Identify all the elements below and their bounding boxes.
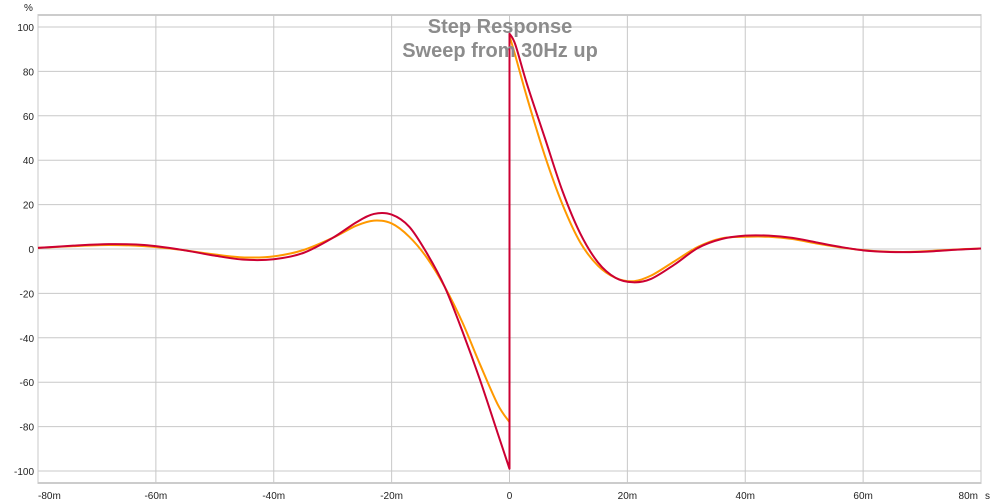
x-tick-label: 20m — [618, 491, 637, 502]
y-unit-label: % — [24, 3, 33, 14]
series-line-2 — [37, 32, 982, 470]
x-tick-label: -80m — [38, 491, 61, 502]
x-tick-label: -40m — [262, 491, 285, 502]
x-axis-ticks: -80m -60m -40m -20m 0 20m 40m 60m 80m — [38, 491, 978, 502]
x-unit-label: s — [985, 491, 990, 502]
x-tick-label: -60m — [144, 491, 167, 502]
y-tick-label: 0 — [28, 245, 34, 256]
y-tick-label: -40 — [20, 334, 35, 345]
chart-title: Step Response — [428, 16, 572, 38]
y-tick-label: -80 — [20, 423, 35, 434]
x-tick-label: 0 — [507, 491, 513, 502]
series-group — [37, 32, 982, 470]
x-tick-label: 80m — [959, 491, 978, 502]
chart-subtitle: Sweep from 30Hz up — [402, 40, 598, 62]
y-tick-label: 40 — [23, 156, 35, 167]
y-tick-label: -60 — [20, 378, 35, 389]
x-tick-label: 40m — [736, 491, 755, 502]
y-tick-label: 60 — [23, 112, 35, 123]
series-line-1 — [37, 34, 982, 424]
y-tick-label: 100 — [17, 23, 34, 34]
x-tick-label: -20m — [380, 491, 403, 502]
y-axis-ticks: 100 80 60 40 20 0 -20 -40 -60 -80 -100 — [14, 23, 34, 478]
x-tick-label: 60m — [853, 491, 872, 502]
y-tick-label: 80 — [23, 67, 35, 78]
y-tick-label: 20 — [23, 201, 35, 212]
y-tick-label: -20 — [20, 289, 35, 300]
y-tick-label: -100 — [14, 467, 34, 478]
